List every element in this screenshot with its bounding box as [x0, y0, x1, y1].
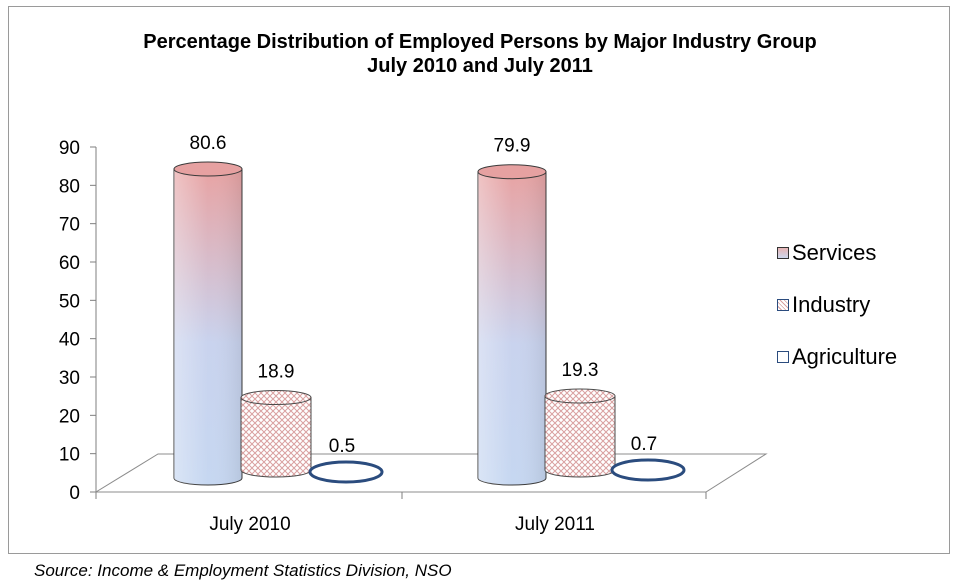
- bar-services-0-cap: [173, 161, 243, 177]
- chart-title-line1: Percentage Distribution of Employed Pers…: [143, 31, 817, 53]
- x-category-label-0: July 2010: [209, 514, 290, 535]
- data-label-industry-0: 18.9: [258, 362, 295, 383]
- chart-title: Percentage Distribution of Employed Pers…: [0, 30, 960, 78]
- legend-label-services: Services: [792, 240, 877, 265]
- legend-swatch-industry: [777, 299, 789, 311]
- bar-agriculture-1: [610, 458, 686, 482]
- legend-label-agriculture: Agriculture: [792, 344, 898, 369]
- y-tick-label-20: 20: [59, 406, 80, 427]
- chart-title-line2: July 2010 and July 2011: [367, 55, 593, 77]
- source-note: Source: Income & Employment Statistics D…: [34, 561, 452, 580]
- data-label-industry-1: 19.3: [562, 360, 599, 381]
- y-tick-label-90: 90: [59, 138, 80, 159]
- bar-services-1-shade: [478, 171, 546, 485]
- y-tick-label-40: 40: [59, 330, 80, 351]
- data-label-services-1: 79.9: [494, 136, 531, 157]
- legend-item-services: Services: [777, 238, 897, 268]
- bar-industry-1-cap: [544, 388, 616, 404]
- bar-services-1-cap: [477, 164, 547, 180]
- y-tick-label-60: 60: [59, 253, 80, 274]
- x-category-label-1: July 2011: [515, 514, 595, 535]
- legend-label-industry: Industry: [792, 292, 871, 317]
- bar-industry-0: [240, 397, 312, 478]
- y-tick-label-80: 80: [59, 176, 80, 197]
- bar-industry-1: [544, 395, 616, 478]
- y-tick-label-50: 50: [59, 291, 80, 312]
- data-label-agriculture-0: 0.5: [329, 436, 355, 457]
- data-label-services-0: 80.6: [190, 133, 227, 154]
- legend-item-agriculture: Agriculture: [777, 342, 897, 372]
- bar-agriculture-0: [308, 460, 384, 484]
- legend-swatch-agriculture: [777, 351, 789, 363]
- chart-legend: Services Industry Agriculture: [777, 238, 897, 394]
- y-tick-label-30: 30: [59, 368, 80, 389]
- legend-item-industry: Industry: [777, 290, 897, 320]
- legend-swatch-services: [777, 247, 789, 259]
- y-tick-label-0: 0: [69, 483, 80, 504]
- bar-services-0-shade: [174, 169, 242, 486]
- y-tick-label-70: 70: [59, 215, 80, 236]
- y-tick-label-10: 10: [59, 445, 80, 466]
- bar-industry-0-cap: [240, 390, 312, 406]
- data-label-agriculture-1: 0.7: [631, 434, 657, 455]
